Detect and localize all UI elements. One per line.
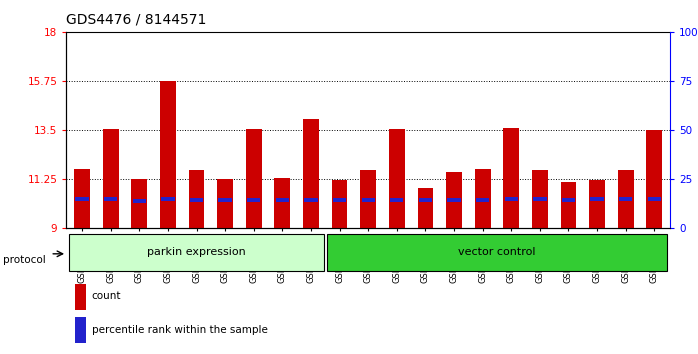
- Bar: [505, 197, 518, 201]
- Bar: [303, 119, 319, 228]
- Bar: [419, 198, 432, 202]
- Text: GDS4476 / 8144571: GDS4476 / 8144571: [66, 12, 207, 27]
- Bar: [327, 234, 667, 271]
- Bar: [532, 171, 548, 228]
- Bar: [591, 197, 604, 201]
- Text: vector control: vector control: [458, 247, 535, 257]
- Bar: [217, 179, 233, 228]
- Bar: [75, 197, 89, 201]
- Bar: [161, 197, 174, 201]
- Bar: [362, 198, 375, 202]
- Bar: [160, 81, 176, 228]
- Bar: [188, 171, 205, 228]
- Bar: [417, 188, 433, 228]
- Bar: [133, 199, 146, 203]
- Text: parkin expression: parkin expression: [147, 247, 246, 257]
- Bar: [190, 198, 203, 202]
- Bar: [246, 129, 262, 228]
- Bar: [103, 129, 119, 228]
- Bar: [476, 198, 489, 202]
- Bar: [390, 198, 403, 202]
- Bar: [648, 197, 661, 201]
- Bar: [247, 198, 260, 202]
- Bar: [533, 197, 547, 201]
- Bar: [619, 197, 632, 201]
- Bar: [69, 234, 324, 271]
- Text: protocol: protocol: [3, 255, 46, 265]
- Bar: [333, 198, 346, 202]
- Bar: [276, 198, 289, 202]
- Bar: [618, 171, 634, 228]
- Bar: [589, 180, 605, 228]
- Bar: [646, 130, 662, 228]
- Bar: [218, 198, 232, 202]
- Bar: [274, 178, 290, 228]
- Bar: [75, 317, 87, 343]
- Bar: [304, 198, 318, 202]
- Bar: [104, 197, 117, 201]
- Bar: [360, 171, 376, 228]
- Bar: [389, 129, 405, 228]
- Bar: [560, 183, 577, 228]
- Text: count: count: [91, 291, 121, 301]
- Text: percentile rank within the sample: percentile rank within the sample: [91, 325, 267, 335]
- Bar: [74, 170, 90, 228]
- Bar: [332, 180, 348, 228]
- Bar: [475, 170, 491, 228]
- Bar: [562, 198, 575, 202]
- Bar: [131, 179, 147, 228]
- Bar: [75, 284, 87, 309]
- Bar: [447, 198, 461, 202]
- Bar: [446, 172, 462, 228]
- Bar: [503, 128, 519, 228]
